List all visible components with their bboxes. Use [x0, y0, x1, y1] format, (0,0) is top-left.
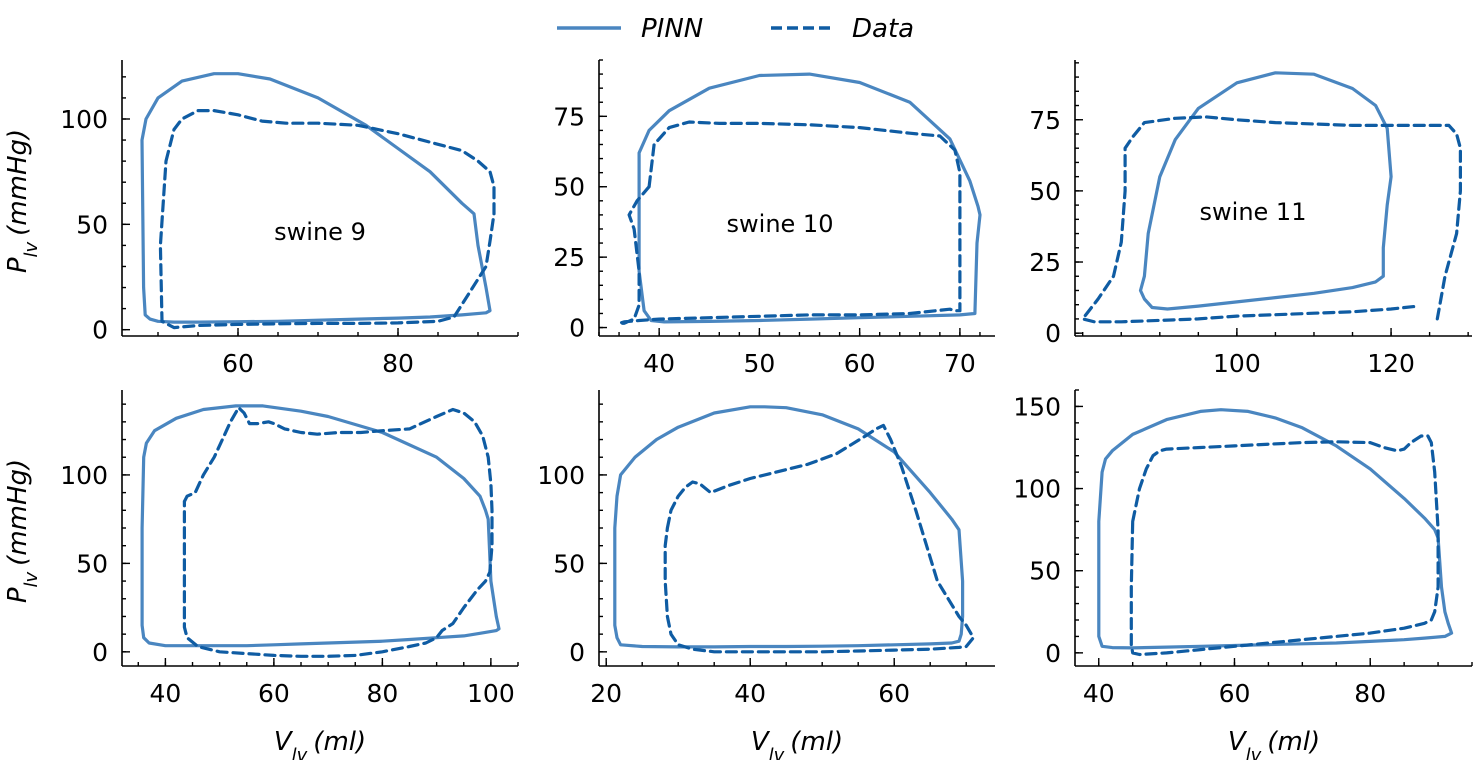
svg-text:Vlv(ml): Vlv (ml)	[274, 727, 366, 760]
data-series-line	[1081, 115, 1463, 324]
data-series-line	[182, 406, 494, 658]
y-tick-label: 0	[92, 316, 108, 345]
x-tick-label: 80	[382, 349, 414, 378]
svg-text:Vlv(ml): Vlv (ml)	[751, 727, 843, 760]
y-tick-label: 50	[1029, 177, 1061, 206]
panel-4: 40 60 80 100 0 50 100	[60, 390, 519, 708]
x-tick-label: 20	[590, 679, 622, 708]
y-axis-label-unit: (mmHg)	[3, 459, 33, 566]
y-tick-label: 0	[569, 314, 585, 343]
x-tick-label: 120	[1367, 349, 1415, 378]
x-tick-label: 100	[1213, 349, 1261, 378]
pinn-series-line	[140, 72, 492, 324]
legend-data-label: Data	[852, 14, 914, 44]
x-axis-label-3: Vlv (ml)	[1228, 727, 1320, 760]
x-tick-label: 60	[222, 349, 254, 378]
y-tick-label: 50	[1029, 557, 1061, 586]
x-axis-label-main: V	[1228, 727, 1248, 757]
data-series-line	[663, 423, 976, 654]
x-axis-label-2: Vlv (ml)	[751, 727, 843, 760]
panel-annotation: swine 10	[727, 210, 834, 238]
pinn-series-line	[1138, 71, 1393, 311]
x-tick-label: 70	[944, 349, 976, 378]
panel-annotation: swine 9	[274, 218, 366, 246]
panel-3: 100 120 0 25 50 75 swine 11	[1029, 60, 1472, 378]
svg-text:Plv(mmHg): Plv (mmHg)	[3, 459, 42, 603]
x-tick-label: 40	[149, 679, 181, 708]
legend-pinn-label: PINN	[641, 14, 703, 44]
y-tick-label: 150	[1013, 392, 1061, 421]
y-tick-label: 75	[1029, 106, 1061, 135]
y-tick-label: 100	[60, 461, 108, 490]
y-tick-label: 100	[60, 105, 108, 134]
y-tick-label: 100	[537, 461, 585, 490]
y-tick-label: 50	[76, 210, 108, 239]
panels: 60 80 0 50 100 swine 9 40 50 60 70 0 25 50 75 swine 10…	[60, 59, 1473, 708]
pinn-series-line	[1097, 408, 1454, 650]
x-axis-label-main: V	[274, 727, 294, 757]
y-tick-label: 50	[553, 173, 585, 202]
svg-text:Plv(mmHg): Plv (mmHg)	[3, 129, 42, 273]
x-axis-label-sub: lv	[292, 745, 308, 760]
x-tick-label: 40	[643, 349, 675, 378]
y-axis-label-sub: lv	[21, 241, 42, 257]
y-tick-label: 25	[1029, 248, 1061, 277]
y-axis-label-bottom: Plv (mmHg)	[3, 459, 42, 603]
pinn-series-line	[140, 404, 501, 648]
y-axis-label-unit: (mmHg)	[3, 129, 33, 236]
x-tick-label: 60	[1219, 679, 1251, 708]
panel-5: 20 40 60 0 50 100	[537, 390, 995, 708]
x-tick-label: 100	[467, 679, 515, 708]
y-tick-label: 50	[553, 549, 585, 578]
x-tick-label: 60	[258, 679, 290, 708]
panel-2: 40 50 60 70 0 25 50 75 swine 10	[553, 59, 995, 378]
x-tick-label: 60	[878, 679, 910, 708]
x-axis-label-unit: (ml)	[1267, 727, 1320, 757]
x-axis-label-sub: lv	[1246, 745, 1262, 760]
data-series-line	[617, 120, 962, 325]
panel-1: 60 80 0 50 100 swine 9	[60, 60, 519, 378]
svg-text:Vlv(ml): Vlv (ml)	[1228, 727, 1320, 760]
y-tick-label: 100	[1013, 475, 1061, 504]
panel-6: 40 60 80 0 50 100 150	[1013, 389, 1473, 708]
data-series-line	[1129, 434, 1440, 657]
panel-annotation: swine 11	[1200, 198, 1307, 226]
x-tick-label: 40	[1083, 679, 1115, 708]
x-axis-label-main: V	[751, 727, 771, 757]
x-axis-label-unit: (ml)	[790, 727, 843, 757]
y-axis-label-top: Plv (mmHg)	[3, 129, 42, 273]
x-tick-label: 80	[1354, 679, 1386, 708]
pinn-series-line	[637, 72, 982, 324]
y-axis-label-sub: lv	[21, 571, 42, 587]
pinn-series-line	[613, 405, 965, 649]
y-tick-label: 50	[76, 549, 108, 578]
y-axis-label-main: P	[3, 257, 33, 273]
y-tick-label: 75	[553, 102, 585, 131]
y-tick-label: 0	[569, 638, 585, 667]
y-tick-label: 0	[92, 638, 108, 667]
y-axis-label-main: P	[3, 587, 33, 603]
x-tick-label: 80	[366, 679, 398, 708]
y-tick-label: 25	[553, 243, 585, 272]
x-axis-label-unit: (ml)	[313, 727, 366, 757]
x-axis-label-sub: lv	[769, 745, 785, 760]
x-axis-label-1: Vlv (ml)	[274, 727, 366, 760]
x-tick-label: 60	[844, 349, 876, 378]
y-tick-label: 0	[1045, 639, 1061, 668]
x-tick-label: 50	[743, 349, 775, 378]
x-tick-label: 40	[734, 679, 766, 708]
y-tick-label: 0	[1045, 319, 1061, 348]
legend: PINN Data	[557, 14, 914, 44]
